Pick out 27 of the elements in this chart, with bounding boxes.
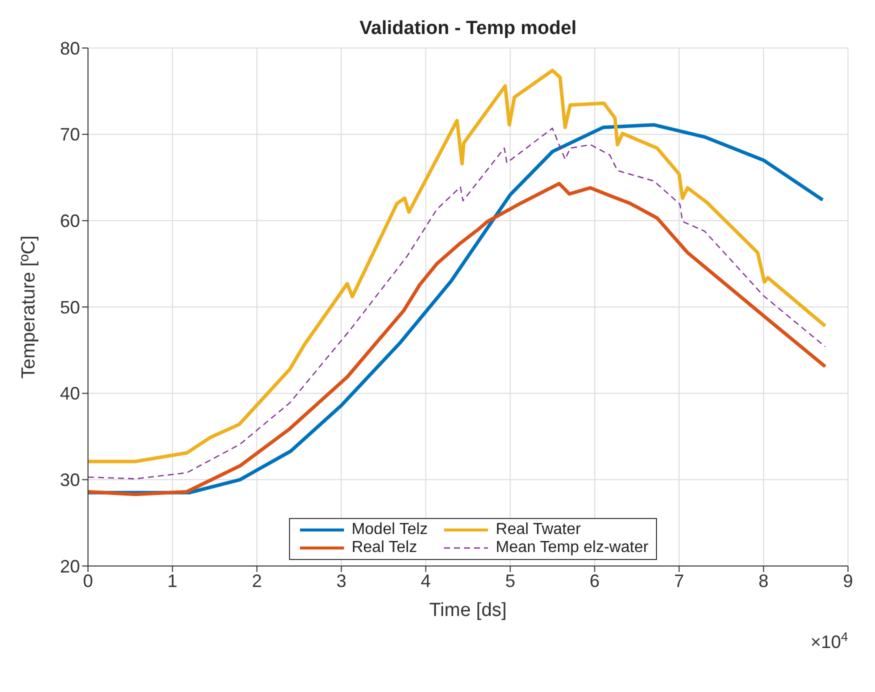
- y-tick-label: 20: [60, 556, 80, 576]
- y-tick-label: 30: [60, 470, 80, 490]
- legend-label: Model Telz: [352, 521, 428, 539]
- x-tick-label: 2: [252, 570, 262, 591]
- x-tick-label: 6: [590, 570, 600, 591]
- y-tick-label: 70: [60, 124, 80, 145]
- chart-title: Validation - Temp model: [359, 18, 577, 39]
- legend-label: Mean Temp elz-water: [496, 539, 648, 557]
- line-series: [88, 182, 827, 496]
- legend-label: Real Telz: [352, 539, 418, 557]
- x-tick-label: 0: [82, 570, 94, 591]
- x-tick-label: 8: [758, 570, 769, 591]
- y-axis-title: Temperature [ºC]: [18, 235, 40, 379]
- y-tick-label: 40: [60, 384, 80, 404]
- text: ×10$^{4}$: [810, 630, 848, 652]
- legend-label: Real Twater: [496, 521, 581, 539]
- x-tick-label: 3: [336, 570, 346, 591]
- x-axis-title: Time [ds]: [429, 600, 507, 621]
- line-series: [88, 68, 827, 464]
- x-tick-label: 5: [505, 570, 516, 591]
- x-tick-label: 1: [167, 570, 178, 591]
- x-tick-label: 7: [674, 570, 684, 591]
- y-tick-label: 60: [60, 211, 80, 232]
- x-tick-label: 4: [420, 570, 431, 591]
- y-tick-label: 80: [60, 38, 80, 58]
- y-tick-label: 50: [60, 297, 80, 318]
- x-tick-label: 9: [842, 570, 854, 591]
